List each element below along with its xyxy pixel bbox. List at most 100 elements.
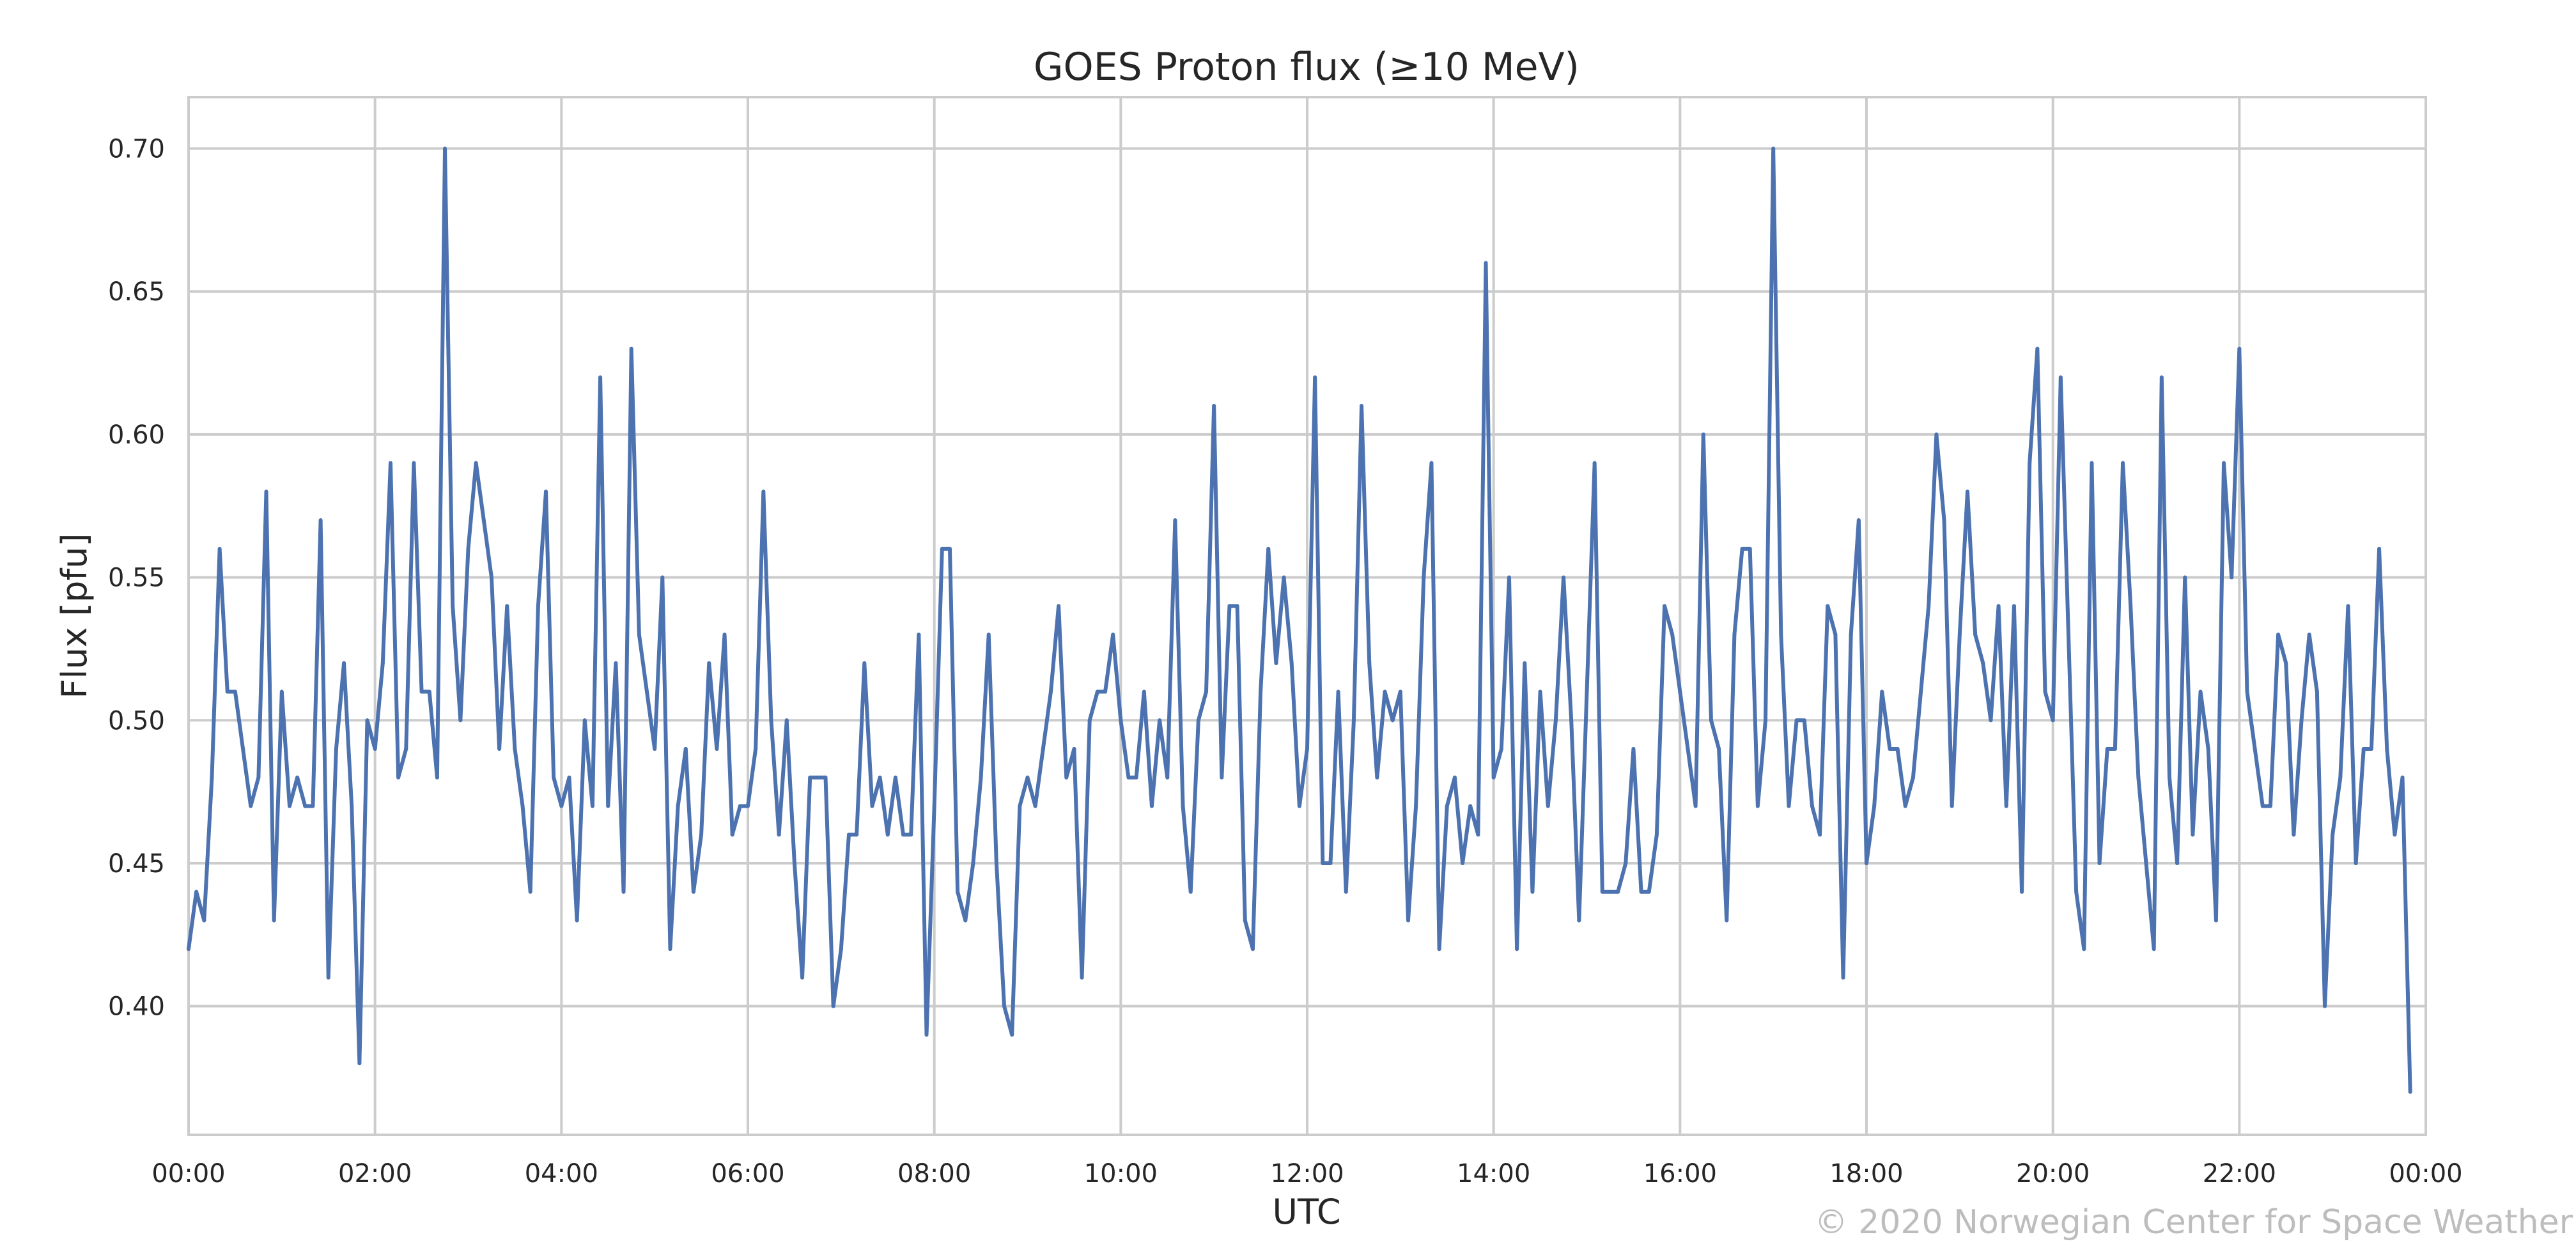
series-points <box>187 146 2412 1094</box>
data-point <box>481 518 486 523</box>
data-point <box>1965 489 1969 494</box>
data-point <box>1562 575 1566 580</box>
data-point <box>326 975 330 980</box>
data-point <box>1849 633 1853 637</box>
data-point <box>2276 633 2281 637</box>
data-point <box>1321 861 1325 865</box>
data-point <box>544 489 548 494</box>
data-point <box>1165 775 1170 780</box>
x-tick-label: 02:00 <box>338 1159 412 1188</box>
data-point <box>1764 718 1768 723</box>
data-point <box>1717 747 1721 751</box>
data-point <box>2191 833 2195 837</box>
data-point <box>303 804 307 808</box>
data-point <box>2058 375 2063 380</box>
data-point <box>2105 747 2109 751</box>
data-point <box>412 461 416 465</box>
data-point <box>1227 604 1232 608</box>
data-point <box>1351 718 1356 723</box>
data-point <box>357 1061 362 1066</box>
data-point <box>2245 689 2249 694</box>
data-point <box>1872 804 1877 808</box>
data-point <box>1484 261 1488 265</box>
x-tick-label: 16:00 <box>1643 1159 1717 1188</box>
data-point <box>1429 461 1434 465</box>
data-point <box>1950 804 1954 808</box>
x-tick-label: 06:00 <box>711 1159 784 1188</box>
data-point <box>2035 346 2040 351</box>
data-point <box>474 461 478 465</box>
data-point <box>1592 461 1597 465</box>
data-point <box>846 833 851 837</box>
data-point <box>1608 889 1612 894</box>
data-point <box>334 747 338 751</box>
data-point <box>621 889 626 894</box>
data-point <box>800 975 805 980</box>
data-point <box>862 661 867 665</box>
data-point <box>210 775 214 780</box>
data-point <box>427 689 431 694</box>
data-point <box>956 889 960 894</box>
data-point <box>784 718 789 723</box>
data-point <box>1810 804 1814 808</box>
data-point <box>1360 404 1364 408</box>
data-point <box>1693 804 1698 808</box>
data-point <box>443 146 447 151</box>
data-point <box>1973 633 1978 637</box>
data-point <box>2346 604 2350 608</box>
data-point <box>1732 633 1737 637</box>
data-point <box>1445 804 1449 808</box>
data-point <box>1553 718 1558 723</box>
data-point <box>1406 918 1410 923</box>
data-point <box>940 546 944 551</box>
data-point <box>1328 861 1333 865</box>
data-point <box>1313 375 1317 380</box>
data-point <box>582 718 587 723</box>
data-point <box>1927 604 1931 608</box>
data-point <box>1507 575 1511 580</box>
data-point <box>1818 833 1822 837</box>
data-point <box>1064 775 1069 780</box>
data-point <box>1725 918 1729 923</box>
data-point <box>2012 604 2016 608</box>
data-point <box>513 747 517 751</box>
data-point <box>2222 461 2226 465</box>
data-point <box>1266 546 1271 551</box>
data-point <box>419 689 424 694</box>
data-point <box>1111 633 1115 637</box>
data-point <box>1041 747 1045 751</box>
data-point <box>2299 718 2304 723</box>
data-point <box>552 775 556 780</box>
data-point <box>272 918 276 923</box>
data-point <box>1678 689 1682 694</box>
data-point <box>1833 633 1838 637</box>
data-point <box>893 775 897 780</box>
data-point <box>1600 889 1604 894</box>
data-point <box>1981 661 1985 665</box>
data-point <box>1289 661 1294 665</box>
data-point <box>1033 804 1037 808</box>
data-point <box>2020 889 2024 894</box>
data-point <box>2066 633 2070 637</box>
y-tick-label: 0.55 <box>108 564 165 593</box>
data-point <box>1538 689 1542 694</box>
data-point <box>1414 804 1418 808</box>
data-point <box>1119 718 1123 723</box>
data-point <box>2198 689 2203 694</box>
data-point <box>1856 518 1861 523</box>
data-point <box>1461 861 1465 865</box>
data-point <box>1103 689 1108 694</box>
data-point <box>653 747 657 751</box>
data-point <box>1740 546 1744 551</box>
data-point <box>699 833 704 837</box>
y-tick-label: 0.50 <box>108 706 165 735</box>
data-point <box>233 689 237 694</box>
data-point <box>660 575 665 580</box>
data-point <box>1841 975 1845 980</box>
data-point <box>738 804 742 808</box>
data-point <box>187 947 190 951</box>
data-point <box>730 833 734 837</box>
data-point <box>2260 804 2265 808</box>
chart-title: GOES Proton flux (≥10 MeV) <box>1034 45 1579 89</box>
